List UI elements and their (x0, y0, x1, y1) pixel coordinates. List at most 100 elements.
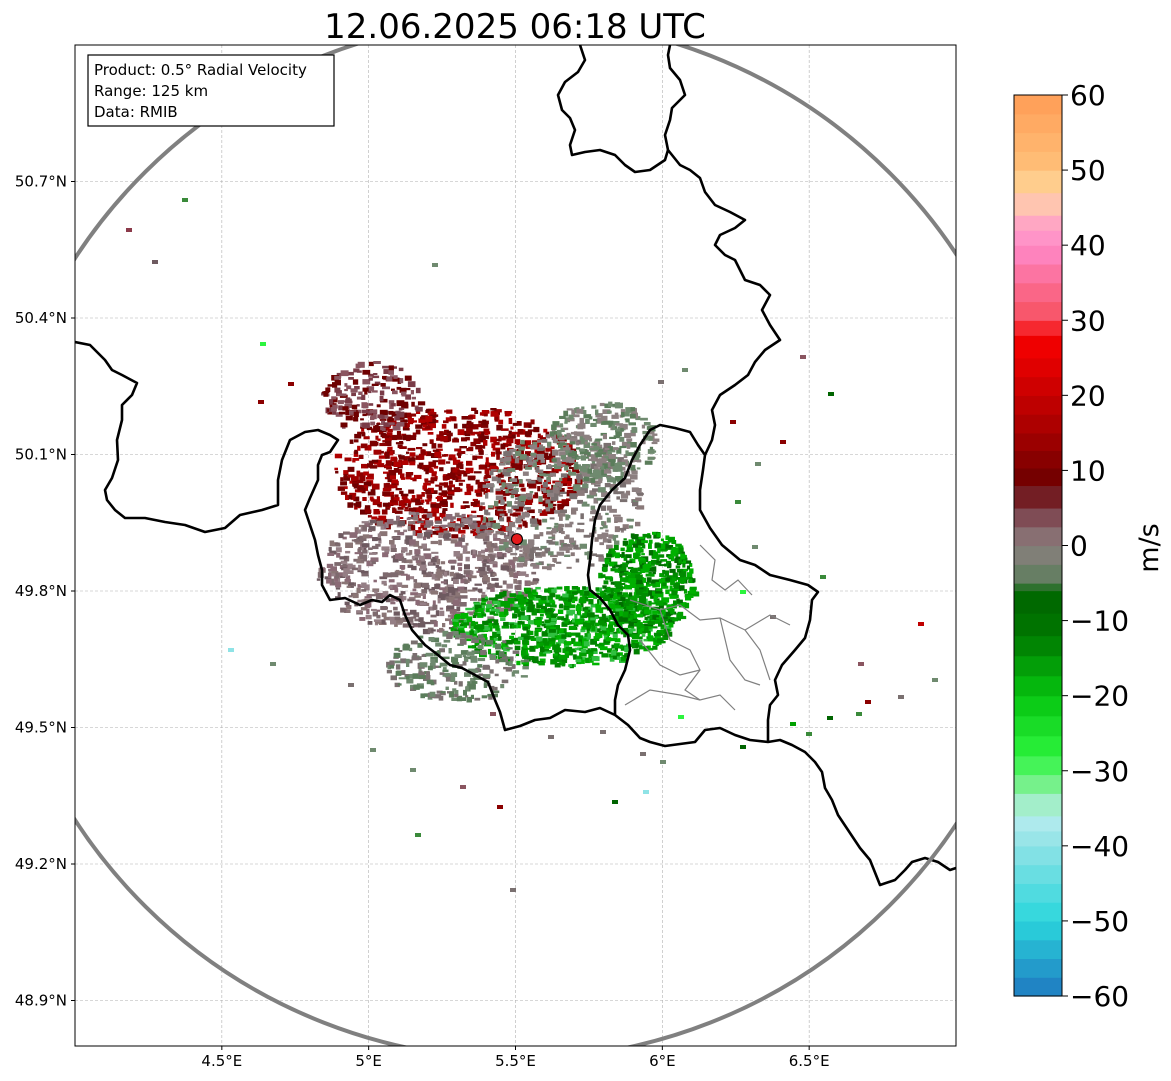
echo-pixel (497, 659, 506, 663)
echo-pixel (644, 630, 651, 633)
echo-pixel (404, 509, 411, 512)
echo-pixel (503, 503, 509, 507)
echo-pixel (474, 583, 482, 586)
echo-pixel (419, 564, 427, 571)
echo-pixel (653, 632, 662, 637)
echo-pixel (567, 481, 572, 487)
echo-pixel (389, 474, 396, 480)
echo-pixel (472, 587, 478, 591)
echo-pixel (620, 427, 624, 432)
echo-pixel (356, 396, 363, 400)
echo-pixel (353, 451, 359, 457)
echo-pixel (490, 571, 495, 577)
echo-pixel (534, 645, 539, 649)
echo-pixel (612, 535, 617, 541)
info-product: Product: 0.5° Radial Velocity (94, 61, 307, 79)
echo-pixel (511, 463, 518, 469)
echo-pixel (531, 440, 538, 443)
echo-pixel (619, 423, 628, 430)
echo-pixel (509, 560, 515, 566)
echo-pixel (689, 587, 697, 594)
echo-pixel (554, 430, 559, 435)
echo-pixel (542, 566, 550, 570)
echo-pixel (580, 438, 585, 445)
echo-pixel (516, 660, 521, 666)
echo-pixel (401, 558, 407, 563)
echo-pixel (524, 557, 533, 561)
echo-pixel (386, 432, 393, 437)
echo-pixel (485, 604, 492, 609)
echo-pixel (653, 595, 658, 602)
echo-pixel (547, 510, 554, 515)
echo-pixel (607, 446, 613, 451)
lat-tick-label: 50.7°N (15, 173, 67, 191)
echo-pixel (332, 581, 337, 586)
echo-pixel (362, 534, 370, 539)
echo-pixel (408, 500, 412, 504)
echo-pixel (660, 538, 664, 542)
echo-pixel (413, 612, 420, 618)
echo-pixel (625, 407, 633, 413)
colorbar-band (1014, 675, 1062, 697)
echo-pixel (591, 405, 597, 409)
echo-pixel (461, 513, 466, 518)
echo-pixel (646, 426, 655, 430)
echo-pixel (418, 418, 426, 423)
echo-pixel (432, 471, 437, 474)
echo-pixel (651, 442, 658, 445)
echo-pixel (564, 586, 570, 592)
echo-pixel (354, 439, 359, 443)
echo-pixel (519, 495, 526, 502)
echo-pixel (551, 434, 557, 441)
echo-pixel (608, 600, 615, 604)
echo-pixel (483, 490, 488, 495)
echo-pixel (348, 494, 353, 500)
echo-pixel (858, 662, 864, 666)
echo-pixel (418, 675, 426, 680)
echo-pixel (499, 517, 505, 522)
echo-pixel (659, 609, 665, 613)
echo-pixel (539, 600, 547, 604)
echo-pixel (445, 618, 451, 622)
echo-pixel (430, 658, 436, 665)
echo-pixel (625, 570, 629, 573)
echo-pixel (515, 653, 520, 657)
echo-pixel (656, 617, 663, 620)
echo-pixel (418, 617, 424, 623)
echo-pixel (575, 605, 582, 611)
echo-pixel (392, 557, 399, 563)
echo-pixel (634, 594, 640, 598)
echo-pixel (449, 608, 455, 614)
echo-pixel (458, 630, 465, 635)
echo-pixel (403, 559, 410, 564)
echo-pixel (610, 632, 614, 635)
echo-pixel (540, 613, 544, 617)
echo-pixel (512, 670, 520, 674)
echo-pixel (550, 659, 558, 665)
echo-pixel (568, 634, 572, 637)
echo-pixel (559, 539, 565, 546)
echo-pixel (435, 484, 440, 487)
echo-pixel (424, 425, 431, 430)
echo-pixel (500, 509, 504, 515)
echo-pixel (567, 590, 572, 595)
echo-pixel (576, 470, 580, 474)
echo-pixel (453, 437, 458, 441)
echo-pixel (499, 529, 504, 533)
echo-pixel (629, 592, 633, 597)
echo-pixel (407, 618, 414, 623)
echo-pixel (360, 545, 364, 551)
echo-pixel (591, 656, 600, 662)
echo-pixel (126, 228, 132, 232)
echo-pixel (537, 486, 541, 492)
echo-pixel (402, 612, 411, 616)
echo-pixel (509, 572, 514, 578)
echo-pixel (587, 633, 591, 638)
echo-pixel (559, 478, 568, 484)
echo-pixel (403, 401, 409, 408)
colorbar-tick-label: 50 (1070, 154, 1106, 187)
echo-pixel (542, 648, 549, 654)
echo-pixel (463, 620, 470, 626)
echo-pixel (396, 386, 402, 390)
echo-pixel (524, 659, 530, 663)
